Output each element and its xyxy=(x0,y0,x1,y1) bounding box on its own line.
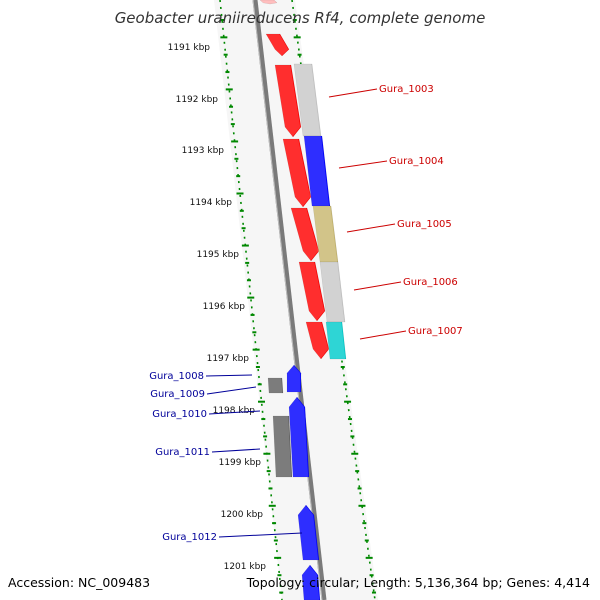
genome-title: Geobacter uraniireducens Rf4, complete g… xyxy=(115,9,486,27)
left-scale-line xyxy=(219,0,283,600)
genome-backbone xyxy=(252,0,327,600)
blue-gene-highlight xyxy=(288,397,309,477)
red-gene xyxy=(298,261,326,322)
gene-label-forward[interactable]: Gura_1005 xyxy=(397,219,452,230)
gray-gene xyxy=(319,261,346,323)
gene-label-reverse[interactable]: Gura_1011 xyxy=(155,447,210,458)
label-leader-line xyxy=(359,330,407,340)
label-leader-line xyxy=(328,88,378,98)
blue-gene xyxy=(286,364,302,393)
label-leader-line xyxy=(208,410,261,415)
label-leader-line xyxy=(205,374,253,377)
dark-gray-gene-highlight xyxy=(272,416,292,477)
gene-label-forward[interactable]: Gura_1006 xyxy=(403,277,458,288)
gene-label-reverse[interactable]: Gura_1009 xyxy=(150,389,205,400)
dark-gray-gene xyxy=(272,415,293,478)
kbp-label: 1194 kbp xyxy=(190,198,233,208)
gene-label-forward[interactable]: Gura_1007 xyxy=(408,326,463,337)
blue-gene xyxy=(301,564,321,600)
blue-gene xyxy=(297,504,320,561)
red-gene-highlight xyxy=(298,262,325,321)
dark-gray-gene xyxy=(267,377,284,394)
kbp-label: 1200 kbp xyxy=(221,510,264,520)
blue-gene-highlight xyxy=(301,565,320,600)
gene-label-forward[interactable]: Gura_1004 xyxy=(389,156,444,167)
label-leader-line xyxy=(206,386,257,395)
track-band xyxy=(214,0,378,600)
red-gene xyxy=(282,138,312,208)
gene-label-reverse[interactable]: Gura_1010 xyxy=(152,409,207,420)
red-gene xyxy=(290,207,320,262)
kbp-label: 1199 kbp xyxy=(219,458,262,468)
red-gene-highlight xyxy=(282,139,311,207)
kbp-label: 1191 kbp xyxy=(168,43,211,53)
blue-gene-highlight xyxy=(286,365,301,392)
olive-gene-highlight xyxy=(312,206,338,262)
gene-label-reverse[interactable]: Gura_1012 xyxy=(162,532,217,543)
label-leader-line xyxy=(353,281,402,291)
red-gene xyxy=(305,321,330,360)
red-gene-highlight xyxy=(265,34,289,56)
label-leader-line xyxy=(218,532,303,538)
label-leader-line xyxy=(211,448,261,453)
kbp-label: 1195 kbp xyxy=(197,250,240,260)
cyan-gene-highlight xyxy=(325,322,346,359)
genome-summary-text: Topology: circular; Length: 5,136,364 bp… xyxy=(246,575,590,590)
label-leader-line xyxy=(346,223,396,233)
red-gene xyxy=(265,33,290,57)
gene-labels: Gura_1003 Gura_1004 Gura_1005 Gura_1006 Gura… xyxy=(149,84,463,543)
red-gene-highlight xyxy=(305,322,329,359)
accession-text: Accession: NC_009483 xyxy=(8,575,150,590)
gene-label-forward[interactable]: Gura_1003 xyxy=(379,84,434,95)
genome-backbone-highlight xyxy=(252,0,323,600)
kbp-label: 1201 kbp xyxy=(224,562,267,572)
blue-gene xyxy=(288,396,310,478)
red-gene xyxy=(274,64,302,138)
genes xyxy=(259,0,347,600)
kbp-label: 1192 kbp xyxy=(176,95,219,105)
kbp-label: 1198 kbp xyxy=(213,406,256,416)
red-gene-highlight xyxy=(290,208,319,261)
pale-gene-top xyxy=(259,0,278,5)
kbp-label: 1197 kbp xyxy=(207,354,250,364)
label-leader-line xyxy=(338,160,388,169)
gene-label-reverse[interactable]: Gura_1008 xyxy=(149,371,204,382)
cyan-gene xyxy=(325,321,347,360)
kbp-label: 1196 kbp xyxy=(203,302,246,312)
kbp-label: 1193 kbp xyxy=(182,146,225,156)
kbp-labels: 1191 kbp 1192 kbp 1193 kbp 1194 kbp 1195 kbp… xyxy=(168,43,267,572)
blue-gene-highlight xyxy=(303,136,330,206)
gray-gene-highlight xyxy=(319,262,345,322)
pale-gene-top-highlight xyxy=(259,0,277,4)
red-gene-highlight xyxy=(274,65,301,137)
blue-gene-highlight xyxy=(297,505,319,560)
gray-gene-highlight xyxy=(293,64,321,136)
dark-gray-gene-highlight xyxy=(267,378,283,393)
